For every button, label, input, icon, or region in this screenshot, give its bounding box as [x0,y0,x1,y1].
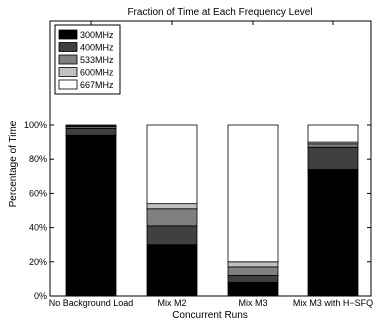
legend-label-600mhz: 600MHz [80,68,114,78]
bar-stacks [65,124,359,297]
chart-title: Fraction of Time at Each Frequency Level [127,7,312,18]
legend: 300MHz 400MHz 533MHz 600MHz 667MHz [54,24,121,95]
bar-segment-533mhz-2 [146,208,198,227]
legend-label-300mhz: 300MHz [80,30,114,40]
legend-swatch-533mhz [58,54,78,65]
x-axis-ticks: No Background Load Mix M2 Mix M3 Mix M3 wit… [49,21,373,308]
x-tick-label: No Background Load [49,298,134,308]
y-tick-label: 60% [29,188,47,198]
y-axis-label: Percentage of Time [8,120,19,207]
y-axis-ticks: 0% 20% 40% 60% 80% 100% [24,120,371,301]
bar-segment-300mhz-2 [146,244,198,297]
legend-label-533mhz: 533MHz [80,55,114,65]
legend-swatch-667mhz [58,79,78,90]
y-tick-label: 80% [29,154,47,164]
legend-label-400mhz: 400MHz [80,43,114,53]
bar-segment-300mhz-4 [307,169,359,297]
legend-swatch-400mhz [58,42,78,52]
x-tick-label: Mix M2 [158,298,187,308]
y-tick-label: 100% [24,120,47,130]
y-tick-label: 40% [29,223,47,233]
bar-segment-400mhz-4 [307,146,359,170]
y-tick-label: 20% [29,257,47,267]
bar-segment-400mhz-1 [65,128,117,136]
bar-segment-300mhz-1 [65,134,117,297]
bar-segment-667mhz-3 [227,124,279,263]
legend-label-667mhz: 667MHz [80,80,114,90]
x-tick-label: Mix M3 with H−SFQ [293,298,373,308]
x-tick-label: Mix M3 [239,298,268,308]
bar-segment-533mhz-4 [307,143,359,148]
bar-segment-600mhz-3 [227,261,279,268]
bar-segment-400mhz-3 [227,275,279,283]
bar-segment-600mhz-2 [146,203,198,210]
x-axis-label: Concurrent Runs [172,310,248,320]
y-tick-label: 0% [34,291,47,301]
bar-segment-400mhz-2 [146,225,198,246]
bar-segment-667mhz-2 [146,124,198,205]
bar-segment-667mhz-1 [65,124,117,127]
legend-swatch-300mhz [58,29,78,40]
bar-segment-667mhz-4 [307,124,359,143]
legend-swatch-600mhz [58,67,78,77]
bar-segment-533mhz-3 [227,266,279,276]
